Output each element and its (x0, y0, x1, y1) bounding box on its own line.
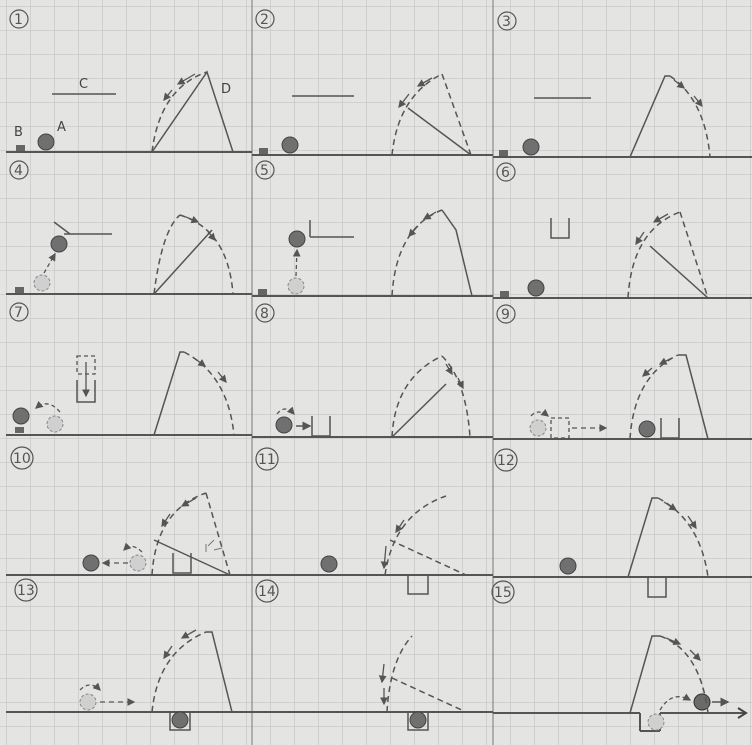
block-b (16, 145, 25, 151)
panel-dividers (251, 0, 494, 745)
label-c: C (79, 77, 88, 92)
panel-number: 11 (258, 452, 276, 468)
label-d: D (221, 82, 231, 97)
panel-number: 5 (260, 163, 269, 179)
impact-burst (205, 539, 223, 552)
panel-number: 2 (260, 12, 269, 28)
panel-14: 14 (252, 579, 493, 731)
ramp-d (151, 70, 234, 153)
arrow (163, 89, 173, 102)
panel-number: 7 (14, 305, 23, 321)
ball (281, 136, 299, 154)
panel-number-circle (9, 9, 29, 29)
panel-5: 5 (252, 160, 493, 297)
panel-number: 4 (14, 163, 23, 179)
panel-number: 14 (258, 584, 276, 600)
panel-15: 15 (491, 580, 748, 732)
panel-8: 8 (252, 303, 493, 438)
panel-number: 13 (17, 583, 35, 599)
panel-10: 10 (6, 446, 252, 576)
panel-number: 3 (502, 14, 511, 30)
panel-6: 6 (493, 162, 752, 299)
panel-number: 10 (13, 451, 31, 467)
panel-number: 12 (497, 453, 515, 469)
panel-11: 11 (252, 447, 493, 595)
panel-number: 15 (494, 585, 512, 601)
panel-4: 4 (6, 160, 252, 295)
block (259, 148, 268, 154)
panel-number: 8 (260, 306, 269, 322)
arrow (176, 73, 196, 85)
panel-12: 12 (493, 448, 752, 598)
panel-2: 2 (252, 9, 493, 156)
bucket (550, 218, 570, 239)
panel-9: 9 (493, 304, 752, 440)
panel-3: 3 (493, 11, 752, 158)
panel-number: 1 (14, 12, 23, 28)
panel-13: 13 (6, 578, 252, 731)
label-b: B (14, 125, 23, 140)
panel-number: 9 (501, 307, 510, 323)
panel-1: 1 C B A D (6, 9, 252, 153)
label-a: A (57, 120, 66, 135)
ball-a (37, 133, 55, 151)
panel-number: 6 (501, 165, 510, 181)
panel-7: 7 (6, 302, 252, 436)
